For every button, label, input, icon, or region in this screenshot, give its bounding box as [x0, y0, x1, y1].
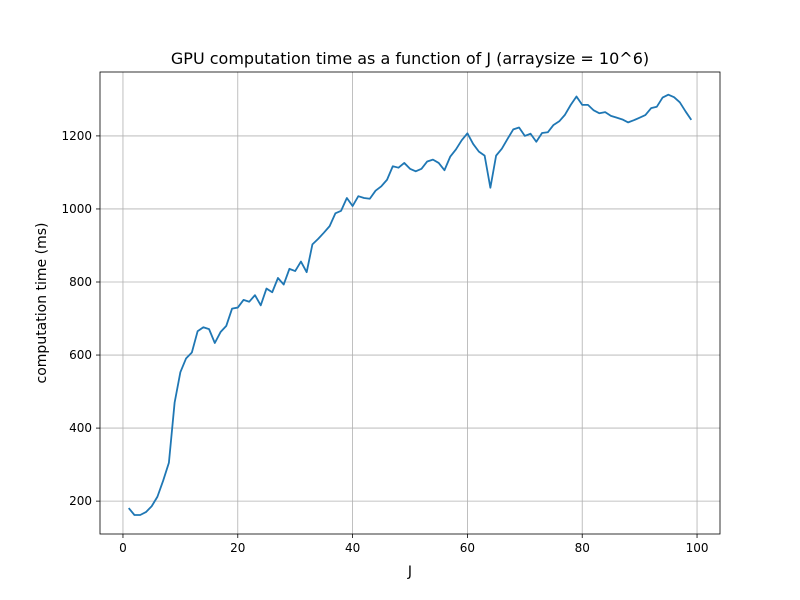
data-series — [128, 93, 693, 516]
y-tick-label: 1000 — [61, 202, 92, 216]
x-tick-label: 80 — [575, 541, 590, 555]
x-tick-label: 100 — [686, 541, 709, 555]
x-tick-label: 20 — [230, 541, 245, 555]
x-tick-label: 40 — [345, 541, 360, 555]
y-tick-label: 400 — [69, 421, 92, 435]
x-tick-label: 60 — [460, 541, 475, 555]
y-axis: 200 400 600 800 1000 1200 — [61, 129, 100, 508]
plot-frame — [99, 71, 721, 535]
grid — [100, 72, 720, 534]
x-axis-label: J — [407, 564, 412, 580]
y-tick-label: 200 — [69, 494, 92, 508]
y-tick-label: 600 — [69, 348, 92, 362]
y-tick-label: 800 — [69, 275, 92, 289]
chart-title: GPU computation time as a function of J … — [171, 49, 649, 68]
y-tick-label: 1200 — [61, 129, 92, 143]
x-tick-label: 0 — [119, 541, 127, 555]
x-axis: 0 20 40 60 80 100 — [119, 534, 708, 555]
series-line — [128, 93, 693, 516]
y-axis-label: computation time (ms) — [34, 223, 50, 384]
